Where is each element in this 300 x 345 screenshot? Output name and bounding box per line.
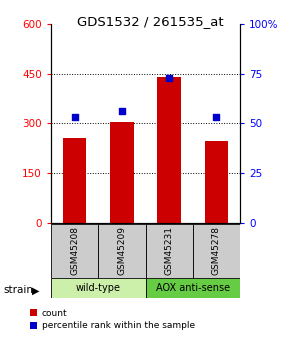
Text: ▶: ▶ <box>32 286 39 295</box>
Bar <box>205 140 228 223</box>
Point <box>72 115 77 120</box>
Text: GDS1532 / 261535_at: GDS1532 / 261535_at <box>77 16 223 29</box>
Bar <box>146 224 193 278</box>
Text: GSM45231: GSM45231 <box>165 226 174 276</box>
Bar <box>98 224 146 278</box>
Point <box>119 109 124 114</box>
Text: strain: strain <box>3 286 33 295</box>
Legend: count, percentile rank within the sample: count, percentile rank within the sample <box>30 309 195 331</box>
Text: AOX anti-sense: AOX anti-sense <box>156 284 230 293</box>
Bar <box>51 224 98 278</box>
Text: GSM45208: GSM45208 <box>70 226 79 276</box>
Text: wild-type: wild-type <box>76 284 121 293</box>
Bar <box>51 278 146 298</box>
Text: GSM45278: GSM45278 <box>212 226 221 276</box>
Point <box>214 115 219 120</box>
Bar <box>146 278 240 298</box>
Bar <box>63 138 86 223</box>
Text: GSM45209: GSM45209 <box>117 226 126 276</box>
Point <box>167 75 172 80</box>
Bar <box>157 77 181 223</box>
Bar <box>110 122 134 223</box>
Bar <box>193 224 240 278</box>
